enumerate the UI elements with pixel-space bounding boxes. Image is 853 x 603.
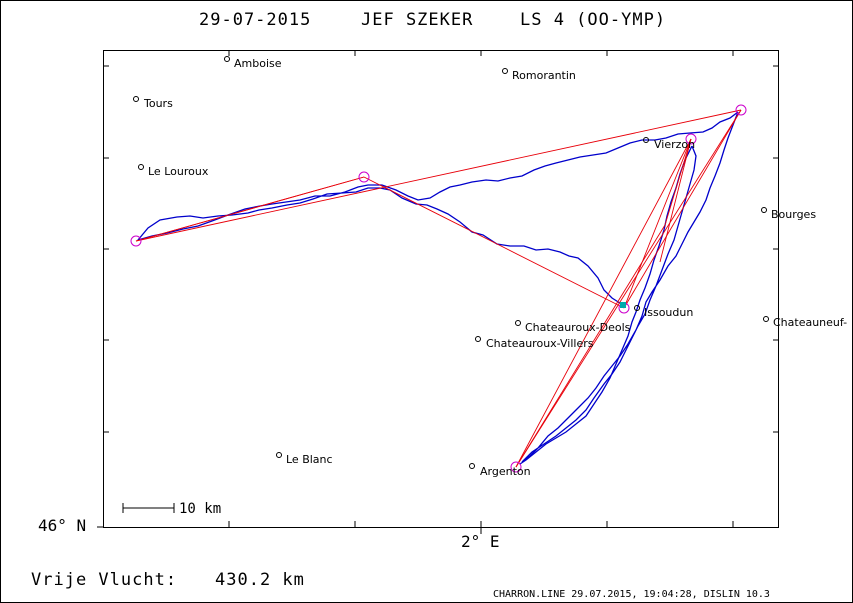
track-segment-west	[136, 111, 739, 306]
distance-value: 430.2 km	[215, 570, 305, 590]
turnpoint-circle	[685, 133, 697, 145]
turnpoint-circle	[735, 104, 747, 116]
turnpoint-circle	[130, 235, 142, 247]
turnpoints	[130, 104, 747, 473]
map-frame	[103, 50, 779, 528]
town-label: Issoudun	[644, 306, 693, 319]
distance-label: Vrije Vlucht:	[31, 570, 177, 590]
town-label: Romorantin	[512, 69, 576, 82]
turnpoint-circle	[510, 461, 522, 473]
longitude-label: 2° E	[461, 532, 500, 551]
town-label: Chateauneuf-	[773, 316, 847, 329]
town-label: Le Blanc	[286, 453, 333, 466]
title-date: 29-07-2015	[199, 10, 311, 30]
town-label: Argenton	[480, 465, 531, 478]
town-label: Amboise	[234, 57, 282, 70]
town-labels: Amboise Romorantin Tours Le Louroux Vier…	[143, 57, 847, 478]
town-label: Chateauroux-Villers	[486, 337, 594, 350]
title-glider: LS 4 (OO-YMP)	[520, 10, 666, 30]
town-markers	[133, 56, 769, 469]
town-label: Tours	[143, 97, 173, 110]
task-lines	[135, 109, 742, 468]
start-marker	[620, 302, 626, 308]
flight-track	[136, 111, 739, 465]
town-label: Le Louroux	[148, 165, 209, 178]
scale-bar: 10 km	[122, 501, 221, 517]
latitude-label: 46° N	[38, 516, 86, 535]
town-label: Vierzon	[654, 138, 695, 151]
turnpoint-circle	[358, 171, 370, 183]
title-pilot: JEF SZEKER	[361, 10, 473, 30]
track-segment-north-leg	[519, 145, 693, 465]
track-segment-east	[521, 111, 739, 463]
axis-ticks	[97, 50, 779, 534]
software-credit: CHARRON.LINE 29.07.2015, 19:04:28, DISLI…	[493, 589, 770, 600]
town-label: Bourges	[771, 208, 816, 221]
town-label: Chateauroux-Deols	[525, 321, 631, 334]
scale-bar-label: 10 km	[179, 501, 221, 517]
